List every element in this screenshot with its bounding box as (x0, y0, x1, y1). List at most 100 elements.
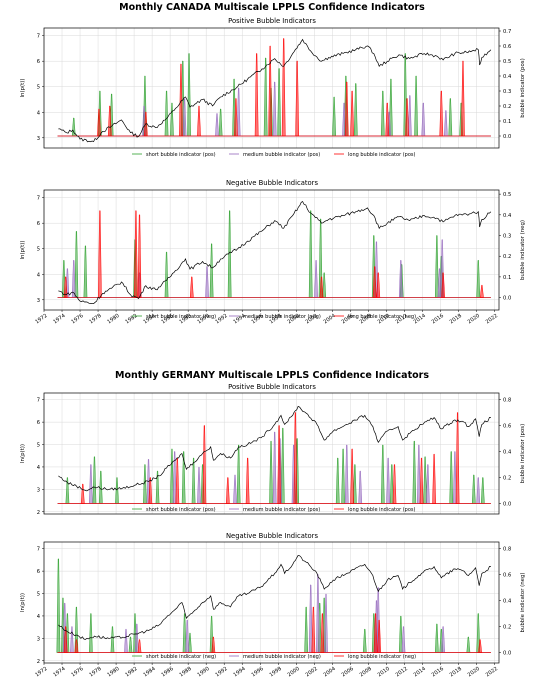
germany-neg-xtick-label: 2018 (449, 666, 463, 678)
germany-pos-spike (480, 477, 485, 504)
canada-pos-spike (448, 98, 453, 137)
canada-neg-legend-label: short bubble indicator (neg) (146, 314, 216, 320)
canada-pos-marks (57, 38, 491, 137)
canada-neg-xtick-label: 1992 (214, 313, 228, 325)
canada-neg-spike (74, 231, 79, 298)
canada-pos-spike (263, 57, 268, 137)
germany-neg-legend-label: short bubble indicator (neg) (146, 654, 216, 660)
canada-pos-legend: short bubble indicator (pos) medium bubbl… (132, 152, 416, 158)
germany-pos-ytick-label: 6 (37, 420, 40, 426)
canada-pos-spike (197, 105, 201, 137)
germany-neg-spike (56, 558, 61, 653)
germany-neg-xtick-label: 1990 (196, 666, 210, 678)
germany-neg-xtick-label: 2002 (305, 666, 319, 678)
germany-neg-legend-label: long bubble indicator (neg) (348, 654, 416, 660)
germany-pos-spike (148, 477, 153, 504)
canada-pos-spike (380, 90, 385, 137)
canada-pos-ylabel2: bubble indicator (pos) (520, 58, 526, 117)
germany-neg-xtick-label: 1988 (178, 666, 192, 678)
germany-neg-price-line (58, 554, 491, 640)
canada-pos-series-1 (57, 81, 491, 137)
germany-neg-spike (373, 613, 378, 653)
canada-neg-spike (137, 214, 142, 298)
canada-pos-y2tick-label: 0.6 (503, 44, 511, 50)
germany-neg-xtick-label: 2000 (287, 666, 301, 678)
germany-pos-spike (236, 444, 241, 504)
germany-neg-spike (63, 626, 68, 653)
germany-neg-ylabel: ln(p(t)) (20, 593, 26, 612)
germany-pos-legend: short bubble indicator (pos) medium bubbl… (132, 507, 416, 513)
germany-neg-xtick-label: 1976 (70, 666, 84, 678)
canada-neg-panel: 1972 1974 1976 1978 1980 1982 1984 1986 1988 1990… (20, 189, 526, 325)
germany-neg-legend: short bubble indicator (neg) medium bubbl… (132, 654, 416, 660)
germany-pos-y2tick-label: 0.0 (503, 502, 511, 508)
germany-neg-panel: 1972 1974 1976 1978 1980 1982 1984 1986 1988 1990… (20, 541, 526, 679)
germany-pos-spike (392, 464, 397, 504)
canada-pos-spike (405, 98, 409, 137)
canada-pos-spike (353, 83, 358, 137)
germany-neg-xtick-label: 1986 (160, 666, 174, 678)
germany-pos-panel-title: Positive Bubble Indicators (228, 383, 316, 391)
germany-neg-frame (43, 541, 500, 664)
germany-pos-spike (233, 474, 237, 504)
germany-neg-spike (88, 613, 93, 653)
germany-neg-xtick-label: 2004 (323, 666, 338, 679)
canada-neg-ytick-label: 7 (37, 196, 40, 202)
germany-neg-spike (70, 626, 74, 653)
canada-neg-series-0 (57, 210, 491, 298)
canada-pos-spike (254, 53, 259, 137)
germany-neg-xtick-label: 1996 (251, 666, 265, 678)
germany-neg-xtick-label: 2012 (395, 666, 409, 678)
germany-neg-spike (441, 626, 446, 653)
germany-neg-spike (311, 606, 316, 653)
germany-neg-xtick-label: 2006 (341, 666, 355, 678)
canada-neg-ytick-label: 4 (37, 272, 41, 278)
germany-pos-series-2 (57, 412, 491, 504)
germany-pos-spike (88, 464, 93, 504)
germany-pos-ytick-label: 7 (37, 398, 40, 404)
germany-pos-marks (57, 412, 491, 504)
germany-neg-spike (110, 626, 115, 653)
germany-neg-marks (56, 558, 491, 653)
germany-pos-legend-label: long bubble indicator (pos) (348, 507, 416, 513)
canada-pos-legend-label: medium bubble indicator (pos) (243, 152, 320, 158)
canada-neg-spike (134, 210, 138, 298)
germany-pos-spike (92, 456, 97, 504)
canada-neg-spike (83, 245, 88, 298)
canada-figure-title: Monthly CANADA Multiscale LPPLS Confiden… (119, 2, 425, 13)
canada-pos-spike (215, 113, 219, 137)
germany-neg-xtick-label: 1982 (124, 666, 138, 678)
germany-pos-ytick-label: 3 (37, 487, 40, 493)
germany-neg-ytick-label: 4 (37, 614, 41, 620)
germany-pos-y2tick-label: 0.8 (503, 398, 511, 404)
germany-pos-spike (419, 457, 424, 504)
germany-pos-y2tick-label: 0.4 (503, 450, 512, 456)
canada-neg-frame (43, 189, 500, 311)
germany-neg-xtick-label: 2022 (485, 666, 499, 678)
canada-neg-spike (476, 260, 481, 298)
germany-neg-spike (308, 584, 313, 653)
canada-neg-y2tick-label: 0.0 (503, 296, 511, 302)
germany-pos-ylabel2: bubble indicator (pos) (520, 424, 526, 483)
germany-pos-spike (380, 444, 385, 504)
germany-neg-panel-title: Negative Bubble Indicators (226, 532, 319, 540)
canada-neg-xtick-label: 1972 (34, 313, 48, 325)
canada-neg-marks (57, 210, 491, 298)
canada-neg-xtick-label: 1976 (70, 313, 84, 325)
germany-neg-series-2 (57, 606, 491, 653)
canada-neg-price-line (58, 200, 492, 304)
canada-pos-y2tick-label: 0.3 (503, 89, 511, 95)
panels: 3 4 5 6 7 0.0 0.1 0.2 0.3 0.4 0.5 0.6 0.7 ln(p(t)) bub… (20, 27, 526, 679)
canada-pos-spike (179, 63, 183, 137)
germany-neg-spike (466, 636, 471, 653)
germany-neg-xtick-label: 1972 (34, 666, 48, 678)
canada-neg-ytick-label: 6 (37, 221, 40, 227)
germany-pos-spike (277, 425, 282, 504)
germany-pos-spike (202, 425, 207, 504)
canada-neg-panel-title: Negative Bubble Indicators (226, 179, 319, 187)
germany-neg-spike (124, 628, 128, 653)
germany-pos-spike (412, 440, 417, 504)
canada-pos-y2tick-label: 0.5 (503, 59, 511, 65)
canada-neg-xtick-label: 2016 (431, 313, 445, 325)
